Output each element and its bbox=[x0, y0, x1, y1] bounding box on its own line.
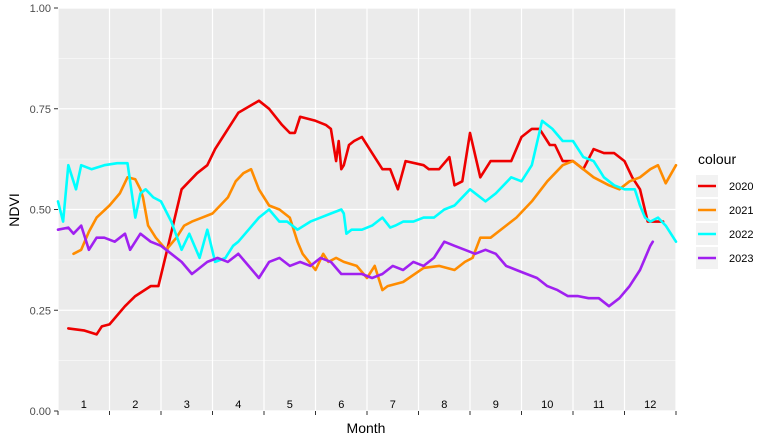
y-tick-label: 0.25 bbox=[30, 305, 51, 317]
month-label: 8 bbox=[441, 399, 447, 411]
month-label: 4 bbox=[235, 399, 241, 411]
y-tick-label: 1.00 bbox=[30, 3, 51, 15]
axes: 0.000.250.500.751.001 2 3 4 5 6 7 8 9 10 11 12 bbox=[30, 3, 677, 418]
y-tick-label: 0.00 bbox=[30, 406, 51, 418]
month-label: 7 bbox=[390, 399, 396, 411]
legend-label-2021: 2021 bbox=[729, 205, 753, 217]
y-tick-label: 0.50 bbox=[30, 205, 51, 217]
month-label: 3 bbox=[184, 399, 190, 411]
month-label: 1 bbox=[81, 399, 87, 411]
series-line-2023 bbox=[56, 224, 655, 308]
y-axis-title: NDVI bbox=[6, 193, 22, 226]
legend-label-2022: 2022 bbox=[729, 229, 753, 241]
month-label: 11 bbox=[593, 399, 604, 411]
legend-label-2023: 2023 bbox=[729, 253, 753, 265]
series-lines bbox=[56, 99, 678, 336]
month-label: 12 bbox=[644, 399, 656, 411]
month-label: 5 bbox=[287, 399, 293, 411]
month-label: 6 bbox=[338, 399, 344, 411]
x-axis-title: Month bbox=[347, 420, 386, 436]
legend-label-2020: 2020 bbox=[729, 181, 753, 193]
month-label: 2 bbox=[132, 399, 138, 411]
month-label: 9 bbox=[493, 399, 499, 411]
legend-title: colour bbox=[698, 151, 736, 167]
month-label: 10 bbox=[541, 399, 553, 411]
y-tick-label: 0.75 bbox=[30, 104, 51, 116]
series-line-2022 bbox=[56, 119, 678, 264]
legend: colour 2020 2021 2022 2023 bbox=[696, 151, 753, 269]
